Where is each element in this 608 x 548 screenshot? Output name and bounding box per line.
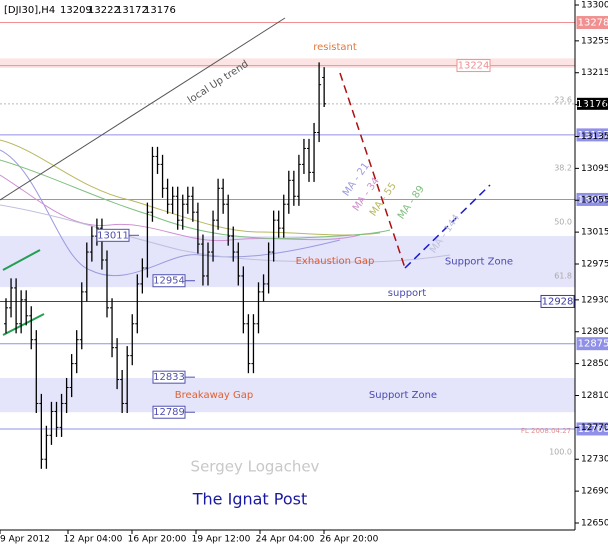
price-box (576, 128, 608, 142)
y-tick-label: 12850 (581, 359, 608, 369)
header-symbol: [DJI30],H4 (4, 5, 55, 16)
brand: The Ignat Post (192, 490, 308, 509)
price-box (576, 422, 608, 436)
annotation: resistant (313, 42, 357, 53)
x-tick-label: 19 Apr 12:00 (192, 535, 251, 545)
x-tick-label: 12 Apr 04:00 (64, 535, 123, 545)
gap-box (152, 405, 186, 419)
zone-label: Support Zone (445, 257, 513, 268)
gap-label: 13011 (97, 230, 129, 241)
fib-label: 23.6 (554, 96, 572, 105)
price-label: 13278 (578, 18, 608, 29)
price-box (576, 192, 608, 206)
channel-line (2, 313, 45, 336)
price-label: 13224 (458, 61, 490, 72)
y-tick-label: 12810 (581, 391, 608, 401)
current-price-box (577, 97, 608, 110)
header-high: 13222 (88, 5, 120, 16)
y-tick-label: 12975 (581, 260, 608, 270)
y-tick-label: 13135 (581, 132, 608, 142)
header-close: 13176 (144, 5, 176, 16)
moving-averages (0, 139, 451, 276)
y-tick-label: 13300 (581, 1, 608, 11)
header-open: 13209 (60, 5, 92, 16)
price-box (456, 59, 491, 73)
channel-line (2, 249, 41, 271)
ma-89 (0, 159, 391, 239)
projection-down (339, 72, 406, 269)
author: Sergey Logachev (191, 458, 320, 476)
y-tick-label: 13255 (581, 36, 608, 46)
zone-label: Support Zone (369, 390, 437, 401)
y-tick-label: 12730 (581, 455, 608, 465)
gap-label: 12954 (153, 276, 185, 287)
x-tick-label: 24 Apr 04:00 (256, 535, 315, 545)
price-box (576, 16, 608, 30)
price-label: 13056 (578, 194, 608, 205)
ma-144 (0, 204, 451, 263)
ma-34 (0, 174, 361, 242)
fib-label: 50.0 (554, 218, 572, 227)
x-tick-label: 26 Apr 20:00 (320, 535, 379, 545)
price-label: 12928 (542, 296, 574, 307)
annotation: support (388, 288, 426, 299)
gap-label: 12833 (153, 372, 185, 383)
price-label: 12875 (578, 339, 608, 350)
y-tick-label: 12650 (581, 519, 608, 529)
ma-55 (0, 139, 381, 236)
zone (0, 377, 575, 413)
annotation: Exhaustion Gap (296, 256, 375, 267)
y-tick-label: 13175 (581, 100, 608, 110)
y-tick-label: 12690 (581, 487, 608, 497)
header-low: 13172 (116, 5, 148, 16)
x-tick-label: 16 Apr 20:00 (128, 535, 187, 545)
fib-note: FL 2008.04.27 (521, 427, 571, 435)
gap-box (152, 274, 186, 288)
fib-label: 100.0 (549, 448, 572, 457)
fib-label: 61.8 (554, 272, 572, 281)
projection-up (404, 184, 491, 269)
current-price-label: 13176 (576, 99, 608, 110)
y-tick-label: 12770 (581, 423, 608, 433)
annotation: Breakaway Gap (175, 390, 253, 401)
trend-line (0, 17, 286, 201)
price-label: 12768 (578, 424, 608, 435)
gap-label: 12789 (153, 407, 185, 418)
y-tick-label: 13095 (581, 164, 608, 174)
y-tick-label: 13055 (581, 196, 608, 206)
price-box (576, 337, 608, 351)
price-label: 13137 (578, 130, 608, 141)
zone (0, 58, 575, 68)
y-tick-label: 12890 (581, 327, 608, 337)
gap-box (96, 228, 130, 242)
y-tick-label: 12930 (581, 295, 608, 305)
fib-label: 38.2 (554, 164, 572, 173)
ma-21 (0, 149, 341, 276)
y-tick-label: 13015 (581, 228, 608, 238)
price-box (540, 294, 575, 308)
y-tick-label: 13215 (581, 68, 608, 78)
gap-box (152, 370, 186, 384)
x-tick-label: 9 Apr 2012 (0, 535, 50, 545)
